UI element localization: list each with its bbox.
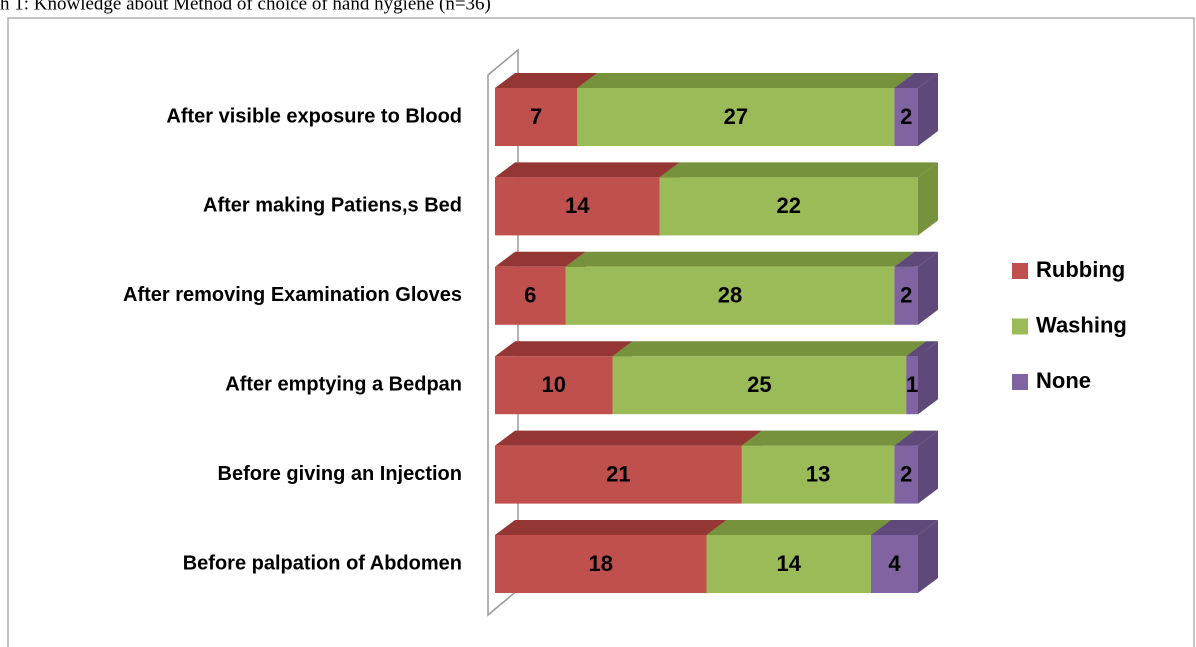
bar — [495, 445, 742, 504]
data-label: 10 — [542, 372, 566, 397]
bar — [894, 88, 918, 146]
bar-top — [871, 520, 938, 535]
bar — [706, 535, 871, 593]
legend-label: Washing — [1036, 312, 1127, 337]
bar — [612, 356, 907, 415]
bar — [495, 177, 660, 236]
category-label: After making Patiens,s Bed — [203, 195, 462, 217]
bar — [495, 356, 613, 415]
data-label: 2 — [900, 283, 912, 308]
bar-top — [612, 341, 927, 357]
data-label: 25 — [747, 372, 771, 397]
bar — [894, 445, 918, 504]
category-label: After visible exposure to Blood — [166, 105, 462, 127]
data-label: 18 — [589, 551, 613, 576]
data-label: 22 — [777, 193, 801, 218]
bar-side — [918, 251, 938, 325]
data-label: 4 — [888, 551, 901, 576]
bar-top — [706, 520, 891, 535]
legend-label: Rubbing — [1036, 257, 1125, 282]
category-label: Before giving an Injection — [218, 463, 462, 485]
bar — [495, 88, 578, 146]
bar-top — [495, 73, 598, 88]
bar-top — [894, 430, 938, 446]
bar-top — [659, 162, 938, 178]
bar-top — [495, 430, 762, 446]
bar — [894, 266, 918, 325]
chart-title: h 1: Knowledge about Method of choice of… — [0, 0, 491, 14]
data-label: 6 — [524, 283, 536, 308]
data-label: 1 — [906, 372, 918, 397]
data-label: 27 — [724, 104, 748, 129]
data-label: 13 — [806, 461, 830, 486]
bar-top — [565, 251, 915, 267]
bar-top — [894, 251, 938, 267]
data-label: 2 — [900, 104, 912, 129]
bar — [577, 88, 895, 146]
bar-top — [495, 251, 586, 267]
legend-swatch — [1012, 318, 1028, 335]
data-label: 21 — [606, 461, 630, 486]
bar-top — [741, 430, 915, 446]
legend-swatch — [1012, 263, 1028, 279]
bar-side — [918, 430, 938, 504]
bar-side — [918, 162, 938, 236]
data-label: 14 — [777, 551, 802, 576]
bar-side — [918, 73, 938, 146]
bar-top — [495, 520, 727, 535]
bar-side — [918, 520, 938, 593]
legend-swatch — [1012, 374, 1028, 390]
bar-top — [577, 73, 915, 88]
bar — [495, 266, 566, 325]
bar-side — [918, 341, 938, 415]
bar — [565, 266, 895, 325]
bar — [906, 356, 918, 415]
category-label: Before palpation of Abdomen — [183, 552, 462, 574]
category-label: After removing Examination Gloves — [123, 284, 462, 306]
bar — [741, 445, 895, 504]
bar-top — [906, 341, 938, 357]
bar — [495, 535, 707, 593]
data-label: 14 — [565, 193, 590, 218]
bar-top — [495, 341, 633, 357]
data-label: 28 — [718, 283, 742, 308]
data-label: 2 — [900, 461, 912, 486]
bar — [871, 535, 918, 593]
data-label: 7 — [530, 104, 542, 129]
category-label: After emptying a Bedpan — [225, 373, 462, 395]
bar-top — [495, 162, 680, 178]
legend-label: None — [1036, 368, 1091, 393]
bar-top — [894, 73, 938, 88]
bar — [659, 177, 918, 236]
